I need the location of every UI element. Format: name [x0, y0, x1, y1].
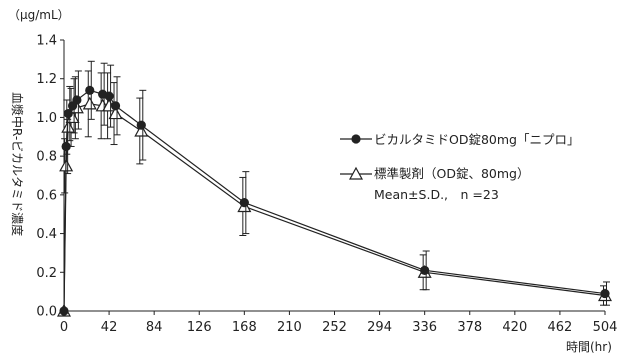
- x-tick-label: 378: [457, 320, 482, 335]
- x-tick-label: 0: [60, 320, 68, 335]
- y-unit-label: （µg/mL）: [8, 8, 70, 22]
- axes: 0.0 0.2 0.4 0.6 0.8 1.0 1.2 1.4 0 42 84 126 168 210 25…: [36, 34, 617, 336]
- x-tick-label: 336: [412, 320, 437, 335]
- y-tick-label: 1.2: [36, 72, 57, 87]
- plot-area: [56, 60, 613, 317]
- series-2-point: [134, 123, 149, 137]
- series-1-point: [600, 288, 610, 299]
- series-1-point: [104, 91, 114, 101]
- x-tick-label: 126: [187, 320, 212, 335]
- series-2-point: [82, 96, 97, 110]
- series-1-point: [63, 108, 73, 119]
- series-1-point: [61, 141, 71, 152]
- x-tick-label: 168: [232, 320, 257, 335]
- legend-marker-series-2: [348, 166, 364, 180]
- y-tick-label: 0.6: [36, 188, 57, 203]
- series-1-point: [110, 101, 121, 111]
- y-tick-label: 0.0: [36, 305, 57, 320]
- x-tick-label: 210: [277, 320, 302, 335]
- legend-label-series-1: ビカルタミドOD錠80mg「ニプロ」: [374, 132, 579, 147]
- series-1-point: [59, 306, 69, 316]
- x-axis-title: 時間(hr): [566, 340, 612, 354]
- y-tick-label: 0.4: [36, 227, 57, 242]
- legend: ビカルタミドOD錠80mg「ニプロ」 標準製剤（OD錠、80mg） Mean±S…: [340, 132, 579, 202]
- x-tick-label: 252: [322, 320, 347, 335]
- x-tick-label: 42: [101, 320, 118, 335]
- x-tick-label: 462: [548, 320, 573, 335]
- y-tick-label: 1.4: [36, 34, 57, 49]
- series-2-point: [61, 119, 76, 133]
- legend-label-series-2: 標準製剤（OD錠、80mg）: [374, 166, 529, 181]
- y-axis-title: 血漿中R-ビカルタミド濃度: [10, 92, 25, 236]
- x-tick-label: 294: [367, 320, 392, 335]
- x-tick-label: 420: [502, 320, 527, 335]
- series-1-point: [136, 120, 146, 130]
- y-tick-label: 0.2: [36, 266, 57, 281]
- x-tick-label: 84: [146, 320, 163, 335]
- y-tick-label: 1.0: [36, 111, 57, 126]
- series-2-point: [108, 106, 123, 120]
- series-1-point: [85, 85, 95, 95]
- y-tick-label: 0.8: [36, 150, 57, 165]
- legend-annotation: Mean±S.D., n =23: [374, 187, 499, 202]
- legend-marker-series-1: [351, 134, 361, 144]
- x-tick-label: 504: [593, 320, 618, 335]
- series-1-point: [72, 95, 82, 105]
- series-1-point: [420, 265, 430, 275]
- series-1-point: [239, 198, 249, 208]
